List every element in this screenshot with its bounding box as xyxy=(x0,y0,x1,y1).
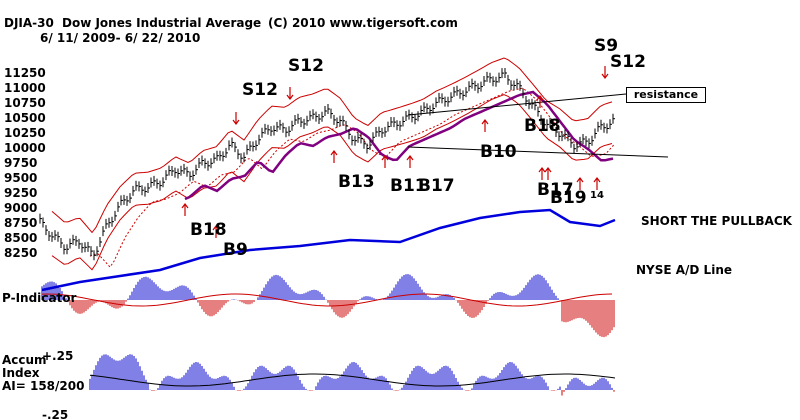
y-tick-label: 10750 xyxy=(4,96,46,110)
resistance-line xyxy=(407,93,627,116)
signal-label-14: 14 xyxy=(590,190,604,201)
signal-label-s9: S9 xyxy=(594,36,619,56)
signal-label-s12-b: S12 xyxy=(242,80,278,100)
chart-symbol: DJIA-30 xyxy=(4,16,54,30)
signal-arrow-head xyxy=(212,225,220,231)
signal-label-b10: B10 xyxy=(480,142,517,162)
signal-arrow-head xyxy=(286,94,294,100)
signal-label-b17-a: B17 xyxy=(418,176,455,196)
signal-arrow-head xyxy=(406,155,414,161)
y-tick-label: 11000 xyxy=(4,81,46,95)
signal-label-b17-b: B17 xyxy=(537,180,574,200)
signal-label-s12-a: S12 xyxy=(288,56,324,76)
signal-arrow-head xyxy=(536,95,544,101)
p-indicator-label: P-Indicator xyxy=(2,291,77,305)
signal-arrow-head xyxy=(601,73,609,79)
y-tick-label: 9750 xyxy=(4,156,37,170)
chart-title: Dow Jones Industrial Average xyxy=(62,16,262,30)
accum-top-scale: +.25 xyxy=(42,349,74,363)
upper-band-line xyxy=(51,57,613,234)
y-tick-label: 10500 xyxy=(4,111,46,125)
y-tick-label: 8250 xyxy=(4,246,37,260)
support-line xyxy=(407,146,669,158)
signal-arrow-head xyxy=(232,119,240,125)
signal-label-b18-a: B18 xyxy=(190,220,227,240)
signal-arrow-head xyxy=(381,155,389,161)
signal-label-b19: B19 xyxy=(550,188,587,208)
copyright-text: (C) 2010 www.tigersoft.com xyxy=(268,16,458,30)
y-tick-label: 11250 xyxy=(4,66,46,80)
signal-label-b18-b: B18 xyxy=(524,116,561,136)
accum-label-line1: Accum xyxy=(2,353,47,367)
signal-arrow-head xyxy=(330,150,338,156)
signal-arrow-head xyxy=(544,167,552,173)
accum-bottom-scale: -.25 xyxy=(42,408,69,420)
p-indicator-ma xyxy=(41,293,613,307)
moving-average-purple xyxy=(184,90,614,201)
y-tick-label: 9500 xyxy=(4,171,37,185)
signal-label-b11: B11 xyxy=(390,176,427,196)
signal-label-s12-c: S12 xyxy=(610,52,646,72)
ad-line xyxy=(41,208,616,292)
nyse-ad-line-label: NYSE A/D Line xyxy=(636,263,732,277)
signal-arrow-head xyxy=(593,177,601,183)
signal-arrow-head xyxy=(538,167,546,173)
y-tick-label: 10250 xyxy=(4,126,46,140)
y-tick-label: 8750 xyxy=(4,216,37,230)
signal-arrow-head xyxy=(481,119,489,125)
y-tick-label: 9250 xyxy=(4,186,37,200)
y-tick-label: 9000 xyxy=(4,201,37,215)
signal-arrow-head xyxy=(576,177,584,183)
accum-label-line2: Index xyxy=(2,366,40,380)
accum-index-ma xyxy=(89,373,616,387)
signal-arrow-head xyxy=(181,203,189,209)
accum-ai-value: AI= 158/200 xyxy=(2,379,85,393)
signal-label-b13: B13 xyxy=(338,172,375,192)
signal-label-b9: B9 xyxy=(223,240,248,260)
y-tick-label: 8500 xyxy=(4,231,37,245)
y-tick-label: 10000 xyxy=(4,141,46,155)
short-the-pullback-note: SHORT THE PULLBACK xyxy=(641,214,792,228)
resistance-label: resistance xyxy=(626,87,706,103)
date-range: 6/ 11/ 2009- 6/ 22/ 2010 xyxy=(40,31,201,45)
